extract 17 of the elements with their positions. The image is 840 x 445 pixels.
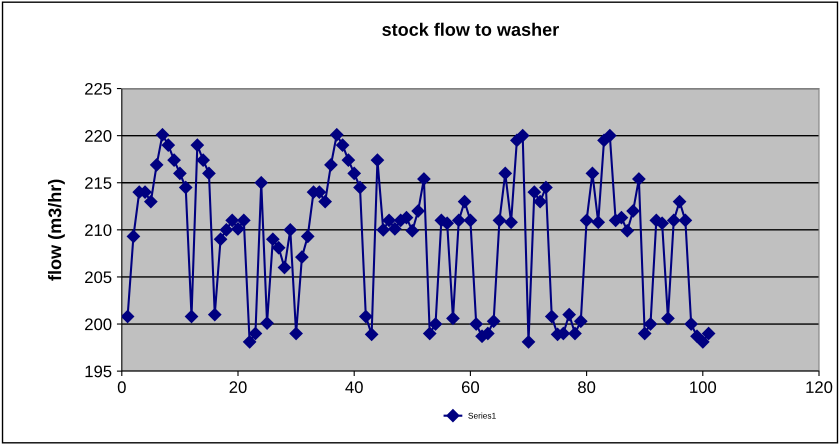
legend-label: Series1 [468, 412, 496, 419]
x-tick-label: 20 [230, 381, 247, 394]
x-tick-label: 120 [806, 381, 832, 394]
x-tick-label: 60 [462, 381, 480, 394]
y-tick-label: 215 [85, 177, 112, 189]
y-tick-label: 210 [85, 224, 112, 236]
y-tick-label: 195 [86, 366, 112, 378]
y-tick-label: 220 [85, 130, 112, 142]
x-tick-label: 100 [690, 381, 716, 394]
chart-title: stock flow to washer [382, 22, 559, 36]
x-tick-label: 40 [345, 381, 363, 394]
y-tick-label: 200 [85, 318, 112, 330]
y-axis-title: flow (m3/hr) [48, 180, 65, 281]
x-tick-label: 0 [118, 381, 126, 394]
y-tick-label: 205 [85, 271, 112, 284]
x-tick-label: 80 [578, 381, 596, 394]
y-tick-label: 225 [85, 82, 112, 95]
